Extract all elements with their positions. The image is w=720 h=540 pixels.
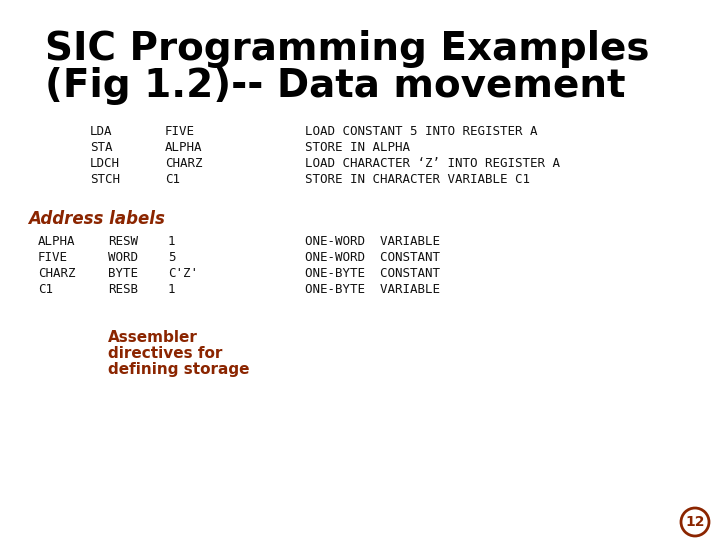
Text: WORD: WORD bbox=[108, 251, 138, 264]
Text: RESB: RESB bbox=[108, 283, 138, 296]
Text: defining storage: defining storage bbox=[108, 362, 250, 377]
Text: LOAD CONSTANT 5 INTO REGISTER A: LOAD CONSTANT 5 INTO REGISTER A bbox=[305, 125, 538, 138]
Text: LDCH: LDCH bbox=[90, 157, 120, 170]
Text: ONE-BYTE  VARIABLE: ONE-BYTE VARIABLE bbox=[305, 283, 440, 296]
Text: directives for: directives for bbox=[108, 346, 222, 361]
Text: LOAD CHARACTER ‘Z’ INTO REGISTER A: LOAD CHARACTER ‘Z’ INTO REGISTER A bbox=[305, 157, 560, 170]
Text: RESW: RESW bbox=[108, 235, 138, 248]
Text: STORE IN CHARACTER VARIABLE C1: STORE IN CHARACTER VARIABLE C1 bbox=[305, 173, 530, 186]
Text: ALPHA: ALPHA bbox=[38, 235, 76, 248]
Text: BYTE: BYTE bbox=[108, 267, 138, 280]
Text: 12: 12 bbox=[685, 515, 705, 529]
Text: STCH: STCH bbox=[90, 173, 120, 186]
Text: STORE IN ALPHA: STORE IN ALPHA bbox=[305, 141, 410, 154]
Text: FIVE: FIVE bbox=[165, 125, 195, 138]
Text: FIVE: FIVE bbox=[38, 251, 68, 264]
Text: 1: 1 bbox=[168, 235, 176, 248]
Text: Assembler: Assembler bbox=[108, 330, 198, 345]
Text: LDA: LDA bbox=[90, 125, 112, 138]
Text: SIC Programming Examples: SIC Programming Examples bbox=[45, 30, 649, 68]
Text: Address labels: Address labels bbox=[28, 210, 165, 228]
Text: C1: C1 bbox=[165, 173, 180, 186]
Text: ONE-WORD  VARIABLE: ONE-WORD VARIABLE bbox=[305, 235, 440, 248]
Text: ONE-BYTE  CONSTANT: ONE-BYTE CONSTANT bbox=[305, 267, 440, 280]
Text: C'Z': C'Z' bbox=[168, 267, 198, 280]
Text: (Fig 1.2)-- Data movement: (Fig 1.2)-- Data movement bbox=[45, 67, 626, 105]
Text: CHARZ: CHARZ bbox=[165, 157, 202, 170]
Text: 1: 1 bbox=[168, 283, 176, 296]
Text: 5: 5 bbox=[168, 251, 176, 264]
Text: ALPHA: ALPHA bbox=[165, 141, 202, 154]
Text: C1: C1 bbox=[38, 283, 53, 296]
Text: STA: STA bbox=[90, 141, 112, 154]
Text: CHARZ: CHARZ bbox=[38, 267, 76, 280]
Text: ONE-WORD  CONSTANT: ONE-WORD CONSTANT bbox=[305, 251, 440, 264]
